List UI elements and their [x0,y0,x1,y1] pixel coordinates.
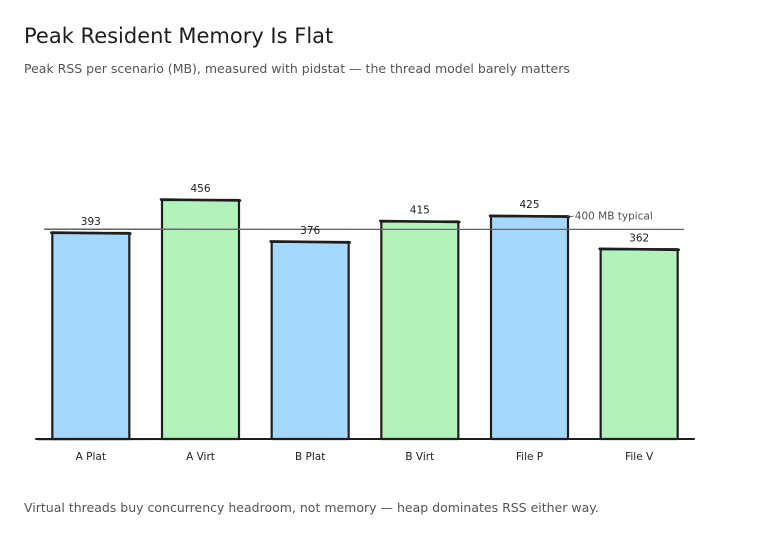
value-label: 425 [519,199,539,211]
axis-layer [35,438,695,441]
category-label: File P [516,451,543,463]
bar-a-virt [160,198,241,441]
category-label: File V [625,451,654,463]
value-label: 362 [629,232,649,244]
bar-file-p [489,215,570,441]
reference-line-stroke [43,228,685,231]
labels-layer: 393 A Plat 456 A Virt 376 B Plat 415 B Virt 425 F… [76,183,654,463]
bar-top-edge [488,214,571,219]
bar-top-edge [50,231,132,235]
value-label: 415 [410,204,430,216]
category-label: B Plat [295,451,325,463]
bar-top-edge [379,219,461,224]
bar-top-edge [598,247,680,252]
x-axis-line-stroke [37,438,694,441]
category-label: B Virt [405,451,434,463]
chart-title: Peak Resident Memory Is Flat [24,24,334,48]
bars-layer [50,198,680,441]
bar-b-plat [270,240,350,441]
category-label: A Virt [186,451,215,463]
bar-top-edge [159,198,242,202]
bar-top-edge [269,240,351,244]
chart-subtitle: Peak RSS per scenario (MB), measured wit… [24,61,570,76]
reference-layer [43,228,685,231]
bar-b-virt [380,220,460,441]
reference-label: ~400 MB typical [566,210,653,222]
value-label: 376 [300,225,320,237]
bar-file-v [599,248,679,441]
value-label: 393 [81,216,101,228]
category-label: A Plat [76,451,106,463]
value-label: 456 [190,183,210,195]
bar-a-plat [51,231,131,441]
chart-caption: Virtual threads buy concurrency headroom… [24,500,599,515]
